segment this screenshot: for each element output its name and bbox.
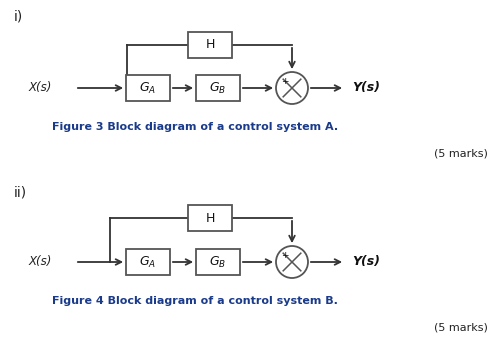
FancyBboxPatch shape	[196, 75, 240, 101]
FancyBboxPatch shape	[126, 75, 170, 101]
FancyBboxPatch shape	[196, 249, 240, 275]
Text: +: +	[282, 251, 289, 260]
Text: Figure 3 Block diagram of a control system A.: Figure 3 Block diagram of a control syst…	[52, 122, 338, 132]
Text: (5 marks): (5 marks)	[434, 148, 488, 158]
Text: Y(s): Y(s)	[352, 81, 380, 94]
Text: Figure 4 Block diagram of a control system B.: Figure 4 Block diagram of a control syst…	[52, 296, 338, 306]
Text: X(s): X(s)	[29, 81, 52, 94]
Text: H: H	[205, 39, 215, 52]
Text: H: H	[205, 212, 215, 225]
Text: (5 marks): (5 marks)	[434, 322, 488, 332]
Text: $G_B$: $G_B$	[209, 254, 226, 270]
FancyBboxPatch shape	[188, 205, 232, 231]
Text: i): i)	[14, 10, 23, 24]
Text: Y(s): Y(s)	[352, 256, 380, 269]
FancyBboxPatch shape	[126, 249, 170, 275]
Text: +: +	[282, 77, 289, 86]
Text: $G_B$: $G_B$	[209, 80, 226, 95]
FancyBboxPatch shape	[188, 32, 232, 58]
Text: $G_A$: $G_A$	[139, 80, 156, 95]
Text: X(s): X(s)	[29, 256, 52, 269]
Text: $G_A$: $G_A$	[139, 254, 156, 270]
Text: ii): ii)	[14, 185, 27, 199]
